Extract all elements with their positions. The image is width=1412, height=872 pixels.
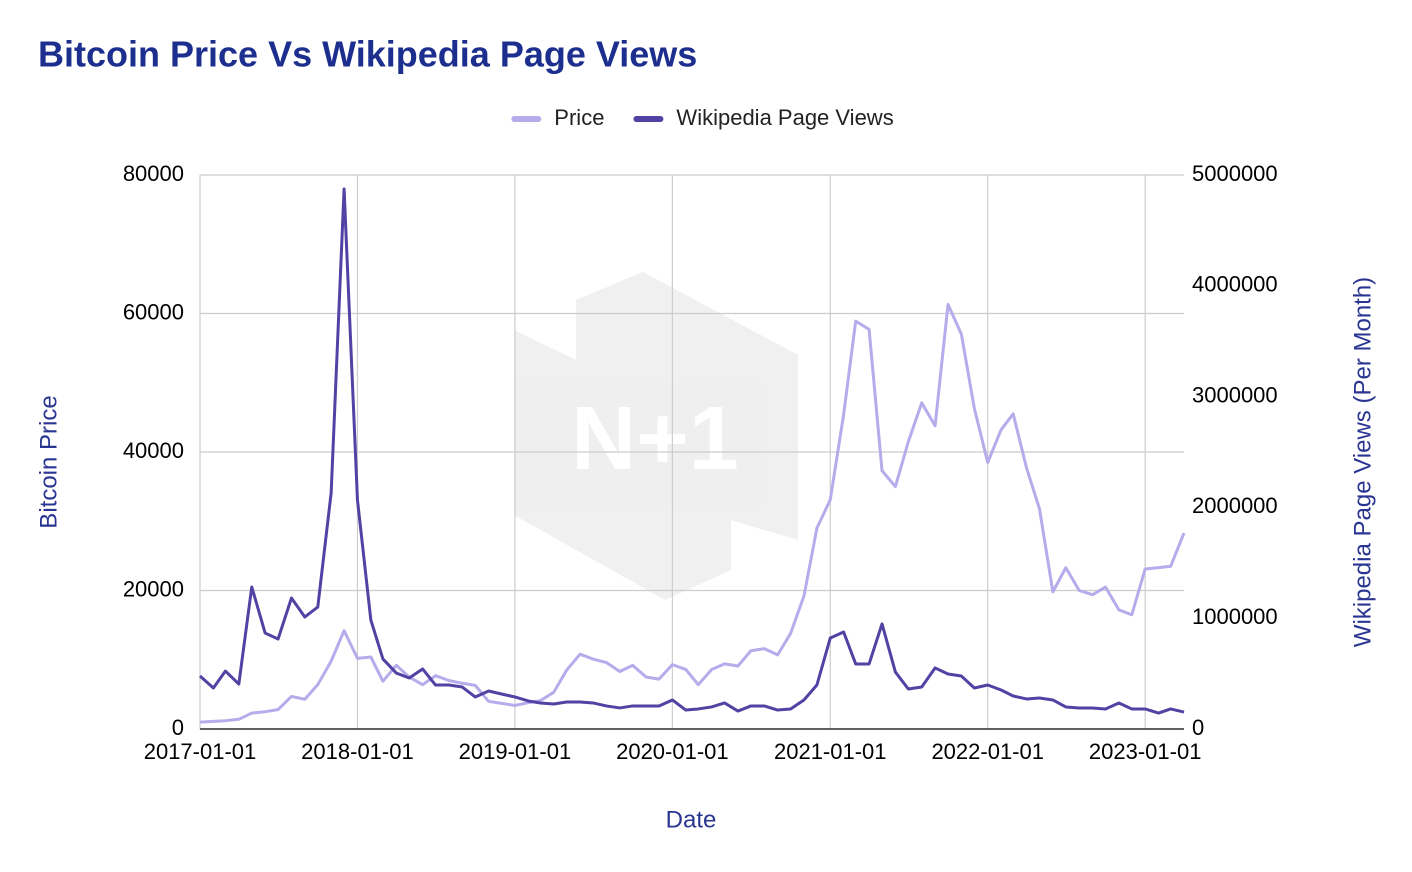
legend: Price Wikipedia Page Views bbox=[511, 105, 894, 130]
x-tick-label: 2017-01-01 bbox=[144, 739, 257, 764]
x-tick-label: 2020-01-01 bbox=[616, 739, 729, 764]
y-axis-label: Bitcoin Price bbox=[35, 395, 62, 528]
y-tick-label: 40000 bbox=[123, 438, 184, 463]
y-tick-label: 60000 bbox=[123, 299, 184, 324]
y2-tick-label: 1000000 bbox=[1192, 604, 1278, 629]
y2-tick-label: 5000000 bbox=[1192, 161, 1278, 186]
y-tick-label: 80000 bbox=[123, 161, 184, 186]
x-tick-label: 2022-01-01 bbox=[931, 739, 1044, 764]
y-tick-label: 20000 bbox=[123, 576, 184, 601]
series-line bbox=[198, 187, 1185, 715]
x-axis-label: Date bbox=[666, 806, 717, 833]
y2-axis-label: Wikipedia Page Views (Per Month) bbox=[1349, 277, 1376, 647]
y2-tick-label: 3000000 bbox=[1192, 382, 1278, 407]
legend-item: Price bbox=[511, 105, 604, 130]
watermark-shape bbox=[514, 272, 798, 600]
y2-tick-label: 4000000 bbox=[1192, 272, 1278, 297]
y2-tick-label: 0 bbox=[1192, 715, 1204, 740]
x-tick-label: 2018-01-01 bbox=[301, 739, 414, 764]
chart-title: Bitcoin Price Vs Wikipedia Page Views bbox=[38, 34, 697, 75]
legend-label: Price bbox=[554, 105, 604, 130]
y-tick-label: 0 bbox=[172, 715, 184, 740]
series-line bbox=[199, 303, 1186, 724]
legend-item: Wikipedia Page Views bbox=[633, 105, 894, 130]
x-tick-label: 2019-01-01 bbox=[459, 739, 572, 764]
x-tick-label: 2023-01-01 bbox=[1089, 739, 1202, 764]
y2-tick-label: 2000000 bbox=[1192, 493, 1278, 518]
watermark-text: N+1 bbox=[571, 389, 739, 489]
x-tick-label: 2021-01-01 bbox=[774, 739, 887, 764]
legend-label: Wikipedia Page Views bbox=[676, 105, 893, 130]
watermark: N+1 bbox=[514, 272, 798, 600]
